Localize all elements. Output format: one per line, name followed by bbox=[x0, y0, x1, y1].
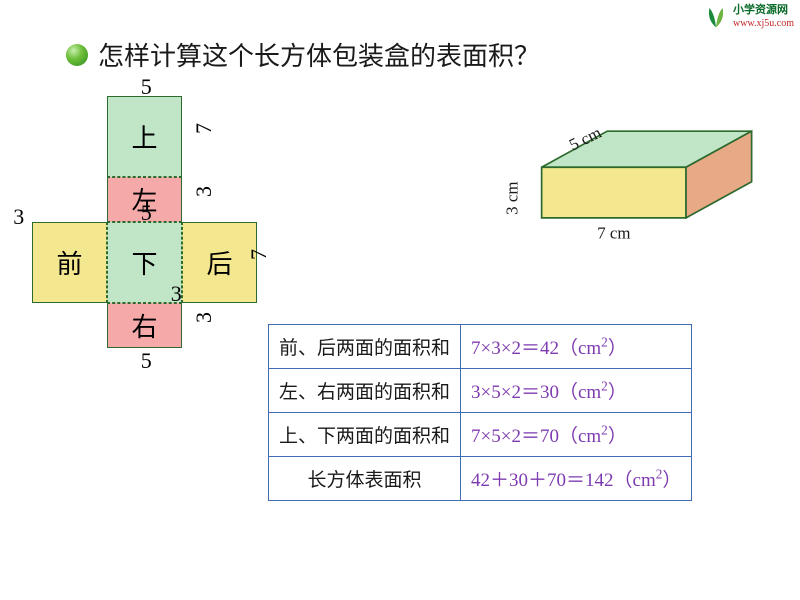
net-face-top: 上 bbox=[107, 96, 182, 177]
logo-cn: 小学资源网 bbox=[733, 4, 794, 17]
net-dim-8: 5 bbox=[141, 348, 152, 374]
row-label: 长方体表面积 bbox=[269, 457, 461, 501]
svg-text:7 cm: 7 cm bbox=[597, 224, 630, 243]
row-label: 前、后两面的面积和 bbox=[269, 325, 461, 369]
row-label: 左、右两面的面积和 bbox=[269, 369, 461, 413]
logo: 小学资源网 www.xj5u.com bbox=[703, 4, 794, 30]
bullet-icon bbox=[66, 44, 88, 66]
logo-url: www.xj5u.com bbox=[733, 18, 794, 30]
table-row: 长方体表面积42＋30＋70＝142（cm2） bbox=[269, 457, 692, 501]
table-row: 上、下两面的面积和7×5×2＝70（cm2） bbox=[269, 413, 692, 457]
svg-text:3 cm: 3 cm bbox=[502, 182, 521, 215]
row-value: 7×3×2＝42（cm2） bbox=[461, 325, 692, 369]
table-row: 左、右两面的面积和3×5×2＝30（cm2） bbox=[269, 369, 692, 413]
net-dim-5: 7 bbox=[246, 249, 272, 260]
page-title: 怎样计算这个长方体包装盒的表面积？ bbox=[98, 36, 540, 73]
net-dim-2: 3 bbox=[191, 186, 217, 197]
row-value: 3×5×2＝30（cm2） bbox=[461, 369, 692, 413]
leaf-icon bbox=[703, 4, 729, 30]
row-label: 上、下两面的面积和 bbox=[269, 413, 461, 457]
net-face-right: 右 bbox=[107, 303, 182, 348]
net-dim-4: 5 bbox=[141, 200, 152, 226]
net-dim-6: 3 bbox=[171, 281, 182, 307]
title-row: 怎样计算这个长方体包装盒的表面积？ bbox=[66, 36, 540, 73]
row-value: 7×5×2＝70（cm2） bbox=[461, 413, 692, 457]
net-face-front: 前 bbox=[32, 222, 107, 303]
net-dim-1: 7 bbox=[191, 123, 217, 134]
net-dim-7: 3 bbox=[191, 312, 217, 323]
table-row: 前、后两面的面积和7×3×2＝42（cm2） bbox=[269, 325, 692, 369]
net-dim-3: 3 bbox=[13, 204, 24, 230]
net-face-back: 后 bbox=[182, 222, 257, 303]
calculation-table: 前、后两面的面积和7×3×2＝42（cm2）左、右两面的面积和3×5×2＝30（… bbox=[268, 324, 692, 501]
logo-text: 小学资源网 www.xj5u.com bbox=[733, 4, 794, 29]
row-value: 42＋30＋70＝142（cm2） bbox=[461, 457, 692, 501]
cuboid-diagram: 7 cm3 cm5 cm bbox=[476, 96, 776, 246]
net-dim-0: 5 bbox=[141, 74, 152, 100]
